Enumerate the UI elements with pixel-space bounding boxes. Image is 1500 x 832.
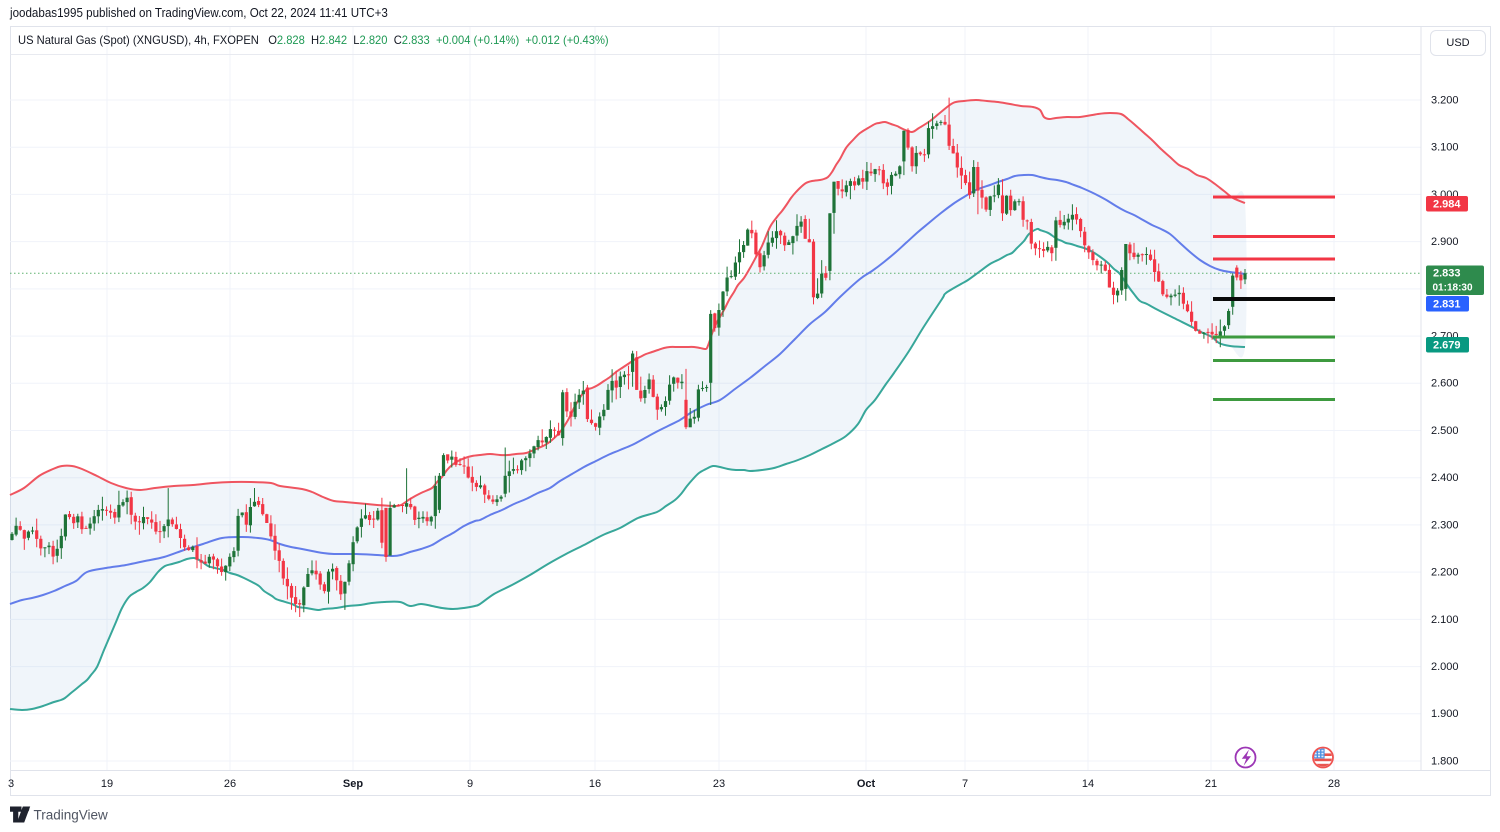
svg-text:3.100: 3.100 [1431, 142, 1459, 154]
svg-text:7: 7 [962, 778, 968, 790]
svg-text:14: 14 [1082, 778, 1094, 790]
svg-text:2.600: 2.600 [1431, 378, 1459, 390]
svg-text:Oct: Oct [857, 778, 876, 790]
svg-text:2.100: 2.100 [1431, 614, 1459, 626]
svg-text:9: 9 [467, 778, 473, 790]
svg-text:21: 21 [1205, 778, 1217, 790]
svg-text:2.984: 2.984 [1433, 198, 1461, 210]
svg-text:Sep: Sep [343, 778, 363, 790]
svg-text:01:18:30: 01:18:30 [1433, 283, 1473, 294]
svg-text:1.900: 1.900 [1431, 708, 1459, 720]
svg-text:26: 26 [224, 778, 236, 790]
svg-text:2.900: 2.900 [1431, 236, 1459, 248]
svg-text:2.500: 2.500 [1431, 425, 1459, 437]
svg-text:2.300: 2.300 [1431, 519, 1459, 531]
svg-text:28: 28 [1328, 778, 1340, 790]
svg-text:2.400: 2.400 [1431, 472, 1459, 484]
svg-text:3: 3 [8, 778, 14, 790]
svg-text:2.679: 2.679 [1433, 339, 1461, 351]
svg-text:16: 16 [589, 778, 601, 790]
svg-text:1.800: 1.800 [1431, 755, 1459, 767]
svg-text:2.833: 2.833 [1433, 267, 1461, 279]
svg-text:23: 23 [713, 778, 725, 790]
svg-text:2.000: 2.000 [1431, 661, 1459, 673]
svg-text:3.200: 3.200 [1431, 94, 1459, 106]
svg-text:TradingView: TradingView [34, 808, 109, 823]
svg-text:2.831: 2.831 [1433, 298, 1461, 310]
svg-text:2.200: 2.200 [1431, 567, 1459, 579]
svg-text:19: 19 [101, 778, 113, 790]
